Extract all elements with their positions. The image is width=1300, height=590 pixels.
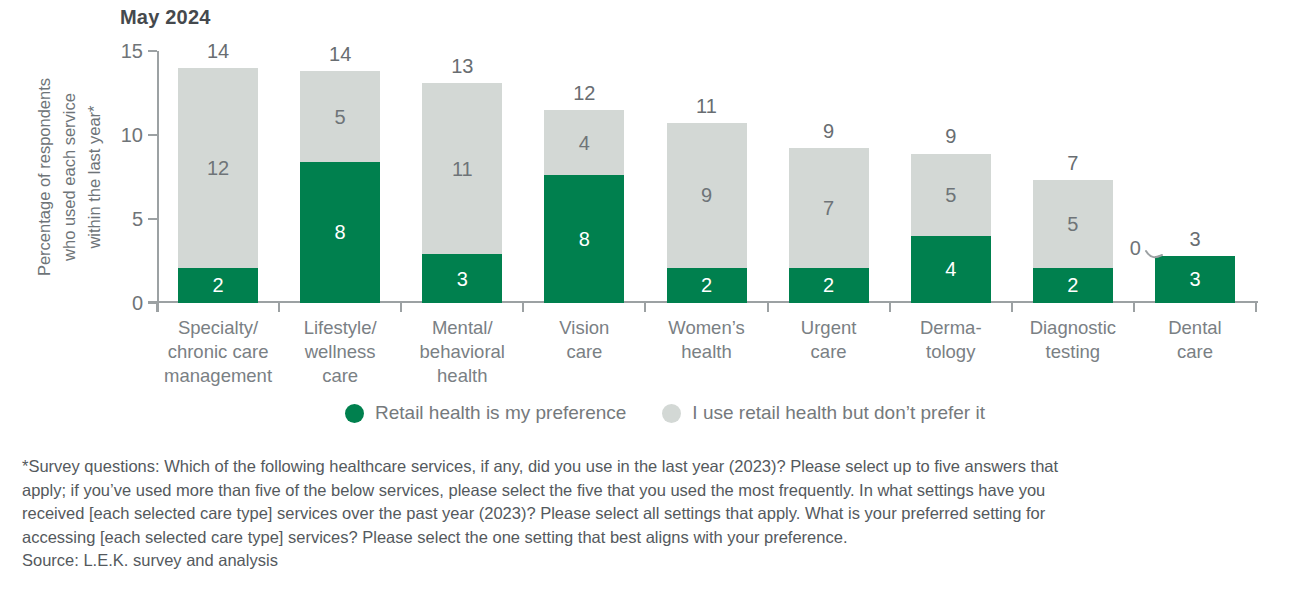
legend-label: I use retail health but don’t prefer it (692, 402, 985, 424)
footnote-survey-questions: *Survey questions: Which of the followin… (22, 455, 1294, 549)
y-tick (148, 218, 157, 220)
x-tick (1133, 303, 1135, 312)
bar-total-label: 14 (300, 43, 380, 65)
bar-value-label: 4 (911, 257, 991, 281)
source-line: Source: L.E.K. survey and analysis (22, 549, 1294, 573)
bar-total-label: 9 (911, 125, 991, 147)
bar-value-label: 11 (422, 157, 502, 181)
y-tick-label: 5 (97, 208, 143, 230)
legend-dot-gray-icon (662, 404, 681, 423)
y-axis-label: Percentage of respondents who used each … (32, 32, 110, 322)
bar-value-label: 2 (789, 273, 869, 297)
bar-value-label: 12 (178, 156, 258, 180)
bar-value-label: 7 (789, 196, 869, 220)
legend-label: Retail health is my preference (375, 402, 626, 424)
bar-total-label: 12 (544, 82, 624, 104)
y-axis-line (157, 51, 159, 312)
legend-dot-green-icon (345, 404, 364, 423)
bar-value-label: 2 (178, 273, 258, 297)
bar-value-label: 2 (1033, 273, 1113, 297)
zero-annotation-squiggle-icon (1144, 249, 1164, 261)
bar-value-label: 5 (911, 183, 991, 207)
x-tick (522, 303, 524, 312)
bar-total-label: 13 (422, 55, 502, 77)
x-tick (1255, 303, 1257, 312)
bar-value-label: 8 (300, 220, 380, 244)
bar-value-label: 3 (422, 267, 502, 291)
x-tick (889, 303, 891, 312)
chart-canvas: May 2024 Percentage of respondents who u… (0, 0, 1300, 590)
bar-total-label: 11 (667, 95, 747, 117)
x-tick (400, 303, 402, 312)
bar-value-label: 9 (667, 183, 747, 207)
bar-total-label: 3 (1155, 228, 1235, 250)
bar-value-label: 5 (300, 105, 380, 129)
chart-title: May 2024 (120, 6, 211, 29)
bar-total-label: 9 (789, 120, 869, 142)
x-tick (1011, 303, 1013, 312)
y-tick (148, 50, 157, 52)
x-tick (644, 303, 646, 312)
bar-total-label: 7 (1033, 152, 1113, 174)
plot-area: 05101521214Specialty/ chronic care manag… (157, 51, 1256, 303)
y-tick (148, 134, 157, 136)
legend-item-preference: Retail health is my preference (345, 402, 626, 424)
zero-annotation-label: 0 (1105, 237, 1141, 259)
y-tick-label: 10 (97, 124, 143, 146)
x-tick (156, 303, 158, 312)
y-tick-label: 0 (97, 292, 143, 314)
x-tick (278, 303, 280, 312)
bar-total-label: 14 (178, 40, 258, 62)
bar-value-label: 4 (544, 131, 624, 155)
legend-item-no-preference: I use retail health but don’t prefer it (662, 402, 985, 424)
bar-value-label: 3 (1155, 267, 1235, 291)
bar-value-label: 5 (1033, 212, 1113, 236)
bar-value-label: 2 (667, 273, 747, 297)
x-tick (767, 303, 769, 312)
y-tick-label: 15 (97, 40, 143, 62)
category-label: Dental care (1112, 316, 1278, 364)
legend: Retail health is my preference I use ret… (345, 402, 985, 424)
bar-value-label: 8 (544, 227, 624, 251)
